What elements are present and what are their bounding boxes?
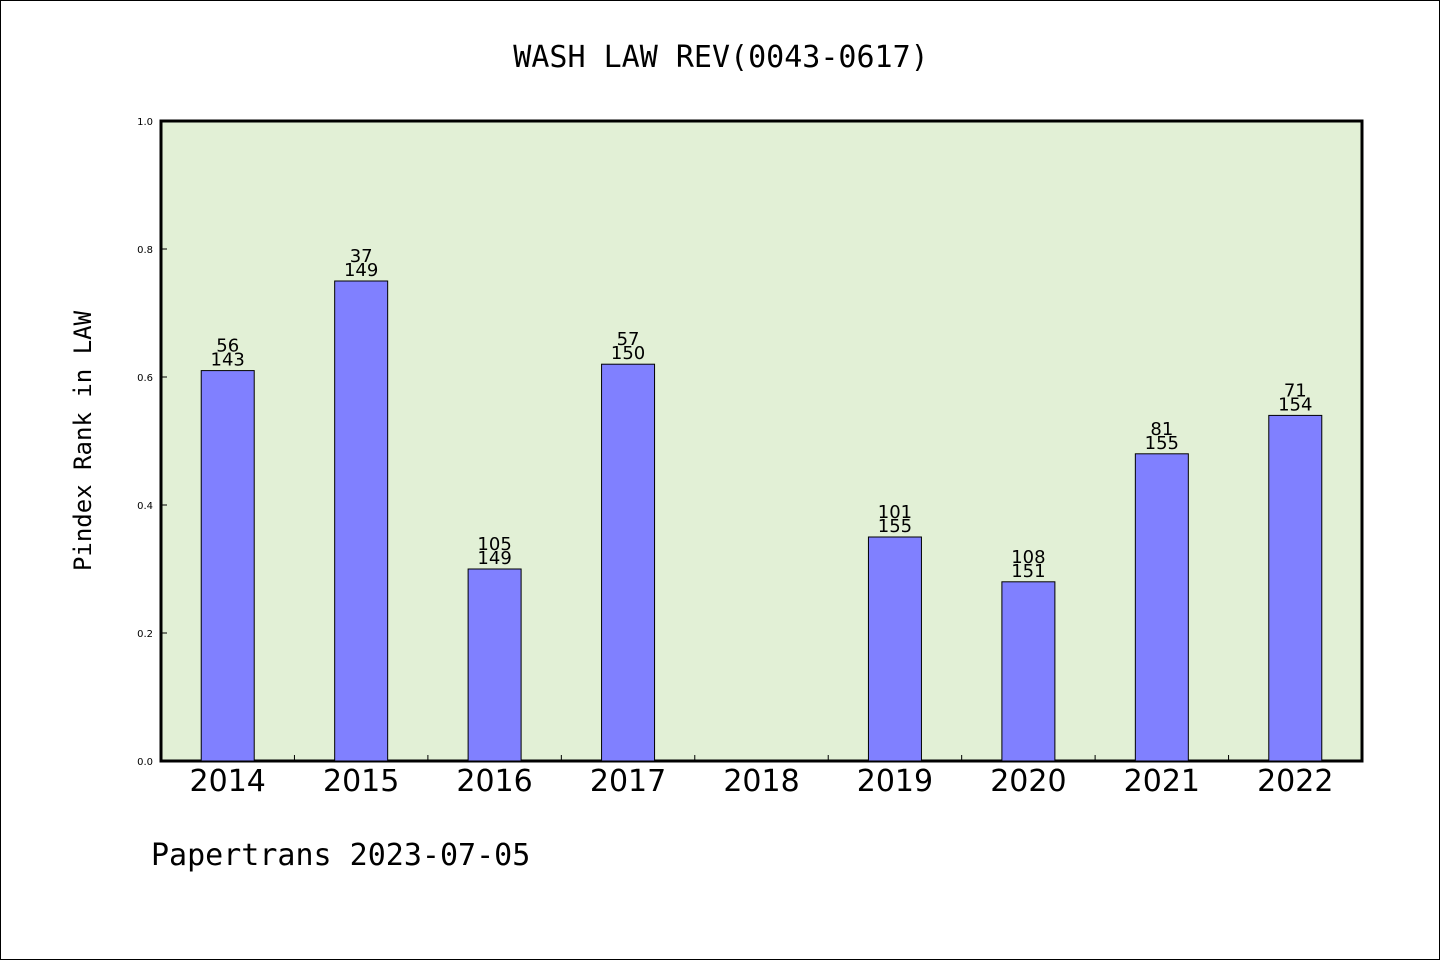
data-label-bottom: 154 — [1278, 394, 1312, 415]
data-label-bottom: 150 — [611, 343, 645, 364]
data-label-top: 57 — [617, 329, 640, 350]
x-tick-label: 2022 — [1257, 764, 1333, 799]
bars — [200, 280, 1323, 762]
bar — [467, 568, 522, 762]
data-label-bottom: 143 — [211, 350, 245, 371]
data-label-top: 37 — [350, 246, 373, 267]
y-tick-label: 1.0 — [137, 117, 153, 128]
data-label-top: 101 — [878, 502, 912, 523]
data-label-top: 71 — [1284, 380, 1307, 401]
x-tick-label: 2017 — [590, 764, 666, 799]
bar — [601, 363, 656, 762]
data-label-top: 81 — [1150, 419, 1173, 440]
data-labels: 5614337149105149571501011551081518115571… — [211, 246, 1313, 582]
y-tick-label: 0.4 — [137, 501, 153, 512]
x-tick-label: 2020 — [990, 764, 1066, 799]
data-label-top: 108 — [1011, 547, 1045, 568]
bar — [334, 280, 389, 762]
x-tick-label: 2016 — [456, 764, 532, 799]
data-label-bottom: 151 — [1011, 561, 1045, 582]
y-axis-ticks: 0.0 0.2 0.4 0.6 0.8 1.0 — [137, 117, 167, 768]
x-tick-label: 2019 — [857, 764, 933, 799]
y-axis-label: Pindex Rank in LAW — [69, 310, 97, 571]
y-tick-label: 0.8 — [137, 245, 153, 256]
x-axis-ticks: 2014 2015 2016 2017 2018 2019 2020 2021 2022 — [190, 755, 1333, 799]
data-label-bottom: 155 — [878, 516, 912, 537]
bar — [200, 370, 255, 762]
data-label-bottom: 155 — [1145, 433, 1179, 454]
x-tick-label: 2014 — [190, 764, 266, 799]
x-tick-label: 2018 — [723, 764, 799, 799]
data-label-top: 105 — [477, 534, 511, 555]
data-label-top: 56 — [216, 336, 239, 357]
data-label-bottom: 149 — [344, 260, 378, 281]
x-tick-label: 2015 — [323, 764, 399, 799]
bar — [1001, 581, 1056, 762]
bar — [1134, 453, 1189, 762]
y-tick-label: 0.0 — [137, 757, 153, 768]
y-tick-label: 0.2 — [137, 629, 153, 640]
bar — [1268, 414, 1323, 762]
bar — [867, 536, 922, 762]
y-tick-label: 0.6 — [137, 373, 153, 384]
footer-text: Papertrans 2023-07-05 — [151, 838, 530, 873]
chart-title: WASH LAW REV(0043-0617) — [513, 40, 928, 75]
x-tick-label: 2021 — [1124, 764, 1200, 799]
data-label-bottom: 149 — [477, 548, 511, 569]
